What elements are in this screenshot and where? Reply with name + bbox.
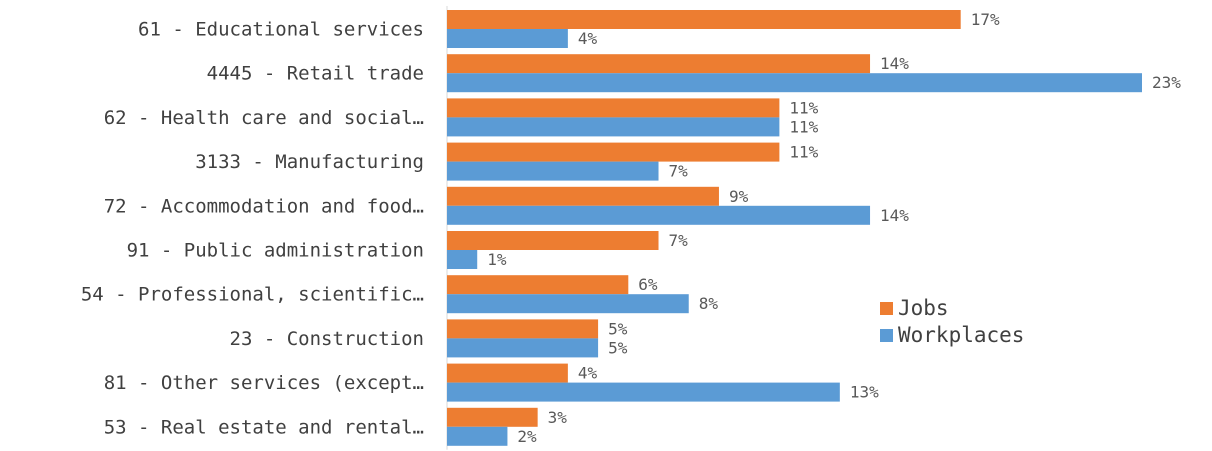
category-labels: 61 - Educational services 4445 - Retail t… (81, 19, 424, 439)
legend-label: Jobs (898, 296, 949, 320)
jobs-bar (447, 407, 538, 427)
workplaces-bar (447, 338, 599, 358)
workplaces-data-label: 14% (880, 206, 909, 225)
jobs-data-label: 4% (578, 364, 598, 383)
workplaces-bar (447, 294, 689, 314)
legend-label: Workplaces (898, 323, 1024, 347)
workplaces-data-label: 8% (699, 294, 719, 313)
jobs-bar (447, 231, 659, 250)
workplaces-bar (447, 250, 478, 269)
workplaces-bar (447, 73, 1142, 93)
bars (447, 10, 1142, 446)
jobs-data-label: 9% (729, 187, 749, 206)
workplaces-data-label: 13% (850, 383, 879, 402)
jobs-data-label: 3% (548, 408, 568, 427)
jobs-bar (447, 186, 719, 206)
legend-swatch (880, 302, 893, 315)
workplaces-bar (447, 205, 871, 225)
category-label: 53 - Real estate and rental… (104, 416, 424, 438)
category-label: 81 - Other services (except… (104, 372, 424, 394)
workplaces-data-label: 11% (789, 117, 818, 136)
legend-swatch (880, 329, 893, 342)
category-label: 4445 - Retail trade (207, 63, 424, 85)
category-label: 72 - Accommodation and food… (104, 195, 424, 217)
workplaces-data-label: 2% (517, 427, 537, 446)
jobs-data-label: 11% (789, 143, 818, 162)
category-label: 61 - Educational services (138, 19, 424, 41)
workplaces-bar (447, 29, 568, 48)
jobs-data-label: 6% (638, 275, 658, 294)
jobs-bar (447, 319, 599, 339)
category-label: 91 - Public administration (127, 240, 424, 262)
category-label: 23 - Construction (230, 328, 424, 350)
jobs-data-label: 17% (971, 10, 1000, 29)
jobs-data-label: 11% (789, 98, 818, 117)
jobs-data-label: 5% (608, 319, 628, 338)
workplaces-bar (447, 161, 659, 181)
workplaces-data-label: 23% (1152, 73, 1181, 92)
jobs-bar (447, 142, 780, 162)
workplaces-data-label: 4% (578, 29, 598, 48)
category-label: 3133 - Manufacturing (195, 151, 424, 173)
jobs-bar (447, 363, 568, 383)
category-label: 62 - Health care and social… (104, 107, 424, 129)
jobs-bar (447, 275, 629, 295)
workplaces-data-label: 1% (487, 250, 507, 269)
jobs-bar (447, 10, 961, 29)
workplaces-bar (447, 117, 780, 137)
workplaces-bar (447, 382, 840, 402)
legend: Jobs Workplaces (880, 296, 1024, 347)
workplaces-data-label: 5% (608, 338, 628, 357)
jobs-data-label: 7% (669, 231, 689, 250)
workplaces-bar (447, 426, 508, 446)
data-labels: 17%4%14%23%11%11%11%7%9%14%7%1%6%8%5%5%4… (487, 10, 1181, 446)
workplaces-data-label: 7% (669, 162, 689, 181)
jobs-bar (447, 98, 780, 118)
jobs-data-label: 14% (880, 54, 909, 73)
category-label: 54 - Professional, scientific… (81, 284, 424, 306)
jobs-bar (447, 54, 871, 74)
